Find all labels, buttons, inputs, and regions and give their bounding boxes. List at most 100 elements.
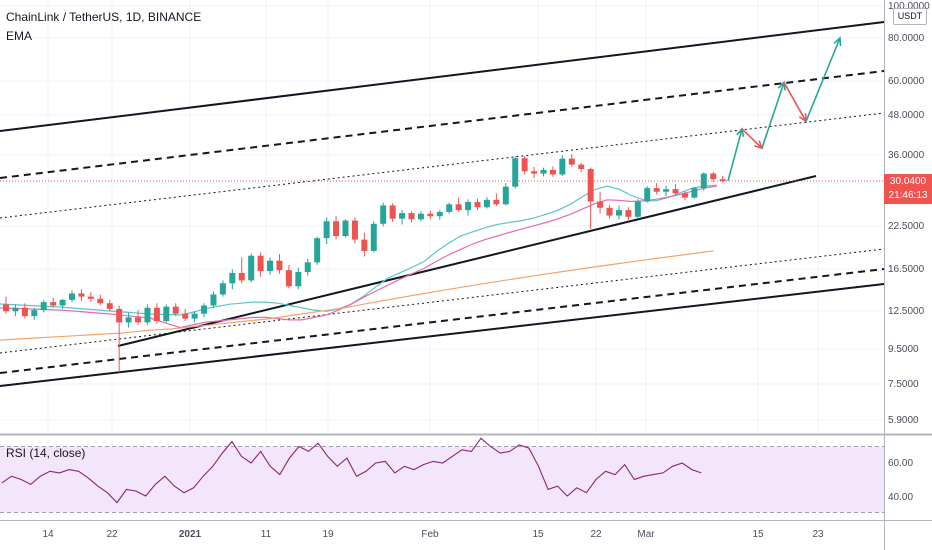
rsi-tick-label-0: 60.00 xyxy=(888,458,913,469)
candle-body-23 xyxy=(219,283,226,295)
price-axis[interactable]: 100.0000 80.0000 60.0000 48.0000 36.0000 22.5… xyxy=(888,1,930,503)
candle-body-6 xyxy=(59,299,66,306)
candle-body-52 xyxy=(493,199,500,205)
candle-body-39 xyxy=(370,223,377,251)
channel-upper-solid xyxy=(0,21,885,132)
projection-arrowhead-4 xyxy=(833,36,842,47)
channel-lower-dotted xyxy=(0,248,885,354)
candle-body-29 xyxy=(276,260,283,271)
candle-body-3 xyxy=(31,310,38,317)
projection-segment-1 xyxy=(741,128,763,149)
ema-fast-line xyxy=(179,184,717,316)
candle-body-21 xyxy=(201,305,208,314)
candle-body-56 xyxy=(531,171,538,174)
candle-body-28 xyxy=(267,260,274,272)
candle-body-24 xyxy=(229,272,236,284)
time-tick-label-2: 2021 xyxy=(179,529,202,540)
candle-body-35 xyxy=(333,221,340,237)
candle-body-71 xyxy=(672,189,679,194)
time-axis[interactable]: 14 22 2021 11 19 Feb 15 22 Mar 15 23 xyxy=(42,529,824,540)
candle-body-41 xyxy=(389,205,396,219)
currency-badge[interactable]: USDT xyxy=(893,8,927,25)
candle-body-16 xyxy=(153,307,160,322)
price-tick-label-4: 36.0000 xyxy=(888,150,925,161)
candle-body-58 xyxy=(549,169,556,175)
candle-body-45 xyxy=(427,213,434,217)
time-tick-label-0: 14 xyxy=(42,529,54,540)
candle-body-55 xyxy=(521,158,528,172)
candle-body-70 xyxy=(663,189,670,192)
channel-upper-dotted xyxy=(0,112,885,219)
projection-arrowhead-2 xyxy=(777,80,786,91)
last-price-value: 30.0400 xyxy=(889,176,927,187)
rsi-band xyxy=(0,446,884,513)
candle-body-19 xyxy=(182,313,189,319)
projection-segment-0 xyxy=(727,128,743,182)
ema-mid-line-early xyxy=(0,307,181,329)
candle-body-68 xyxy=(644,188,651,202)
candle-body-33 xyxy=(314,238,321,263)
time-tick-label-4: 19 xyxy=(322,529,334,540)
candle-body-18 xyxy=(172,306,179,314)
price-tick-label-3: 48.0000 xyxy=(888,110,925,121)
candle-body-37 xyxy=(351,220,358,240)
candle-body-67 xyxy=(634,201,641,217)
candle-body-46 xyxy=(436,211,443,217)
candle-body-69 xyxy=(653,188,660,192)
candle-body-11 xyxy=(106,303,113,309)
trend-channel-lines xyxy=(0,21,885,387)
candle-body-59 xyxy=(559,158,566,175)
projection-segment-4 xyxy=(805,37,841,122)
channel-lower-dashed xyxy=(0,268,885,374)
projection-arrows xyxy=(727,36,842,182)
candle-body-47 xyxy=(446,204,453,212)
time-tick-label-6: 15 xyxy=(532,529,544,540)
candle-body-62 xyxy=(587,169,594,202)
time-tick-label-3: 11 xyxy=(261,529,272,540)
candle-body-4 xyxy=(40,302,47,311)
candle-body-72 xyxy=(681,193,688,198)
candle-body-51 xyxy=(483,199,490,208)
time-tick-label-5: Feb xyxy=(421,529,439,540)
candle-body-27 xyxy=(257,255,264,272)
candle-body-60 xyxy=(568,158,575,165)
candle-body-7 xyxy=(69,293,76,300)
candle-body-48 xyxy=(455,204,462,211)
ema-mid-line xyxy=(179,185,717,329)
candle-body-44 xyxy=(417,213,424,220)
rsi-line xyxy=(1,437,702,504)
price-tick-label-5: 22.5000 xyxy=(888,221,925,232)
candle-body-54 xyxy=(512,158,519,187)
candle-body-49 xyxy=(465,202,472,211)
channel-lower-solid xyxy=(0,283,885,387)
candle-body-2 xyxy=(21,307,28,317)
candle-body-65 xyxy=(615,210,622,216)
candle-body-64 xyxy=(606,207,613,216)
candle-body-5 xyxy=(50,302,57,306)
channel-upper-dashed xyxy=(0,70,885,179)
candle-body-17 xyxy=(163,306,170,322)
price-tick-label-9: 7.5000 xyxy=(888,379,919,390)
candle-body-13 xyxy=(125,317,132,323)
candle-body-14 xyxy=(135,317,142,323)
support-trendline xyxy=(117,175,817,347)
candle-body-50 xyxy=(474,202,481,208)
last-price-flag: 30.0400 21:46:13 xyxy=(884,174,932,204)
candle-body-61 xyxy=(578,164,585,170)
rsi-legend[interactable]: RSI (14, close) xyxy=(6,446,86,460)
candle-body-12 xyxy=(116,308,123,323)
candle-body-43 xyxy=(408,213,415,220)
candle-body-0 xyxy=(3,304,9,312)
time-tick-label-7: 22 xyxy=(590,529,602,540)
time-tick-label-1: 22 xyxy=(106,529,118,540)
candle-body-40 xyxy=(380,205,387,224)
price-tick-label-7: 12.5000 xyxy=(888,306,925,317)
candle-body-53 xyxy=(502,186,509,205)
candle-body-42 xyxy=(399,213,406,219)
ema-legend[interactable]: EMA xyxy=(6,29,33,43)
candle-body-74 xyxy=(700,173,707,189)
candle-body-63 xyxy=(597,201,604,208)
candle-series xyxy=(0,154,884,373)
candle-body-10 xyxy=(97,298,104,304)
